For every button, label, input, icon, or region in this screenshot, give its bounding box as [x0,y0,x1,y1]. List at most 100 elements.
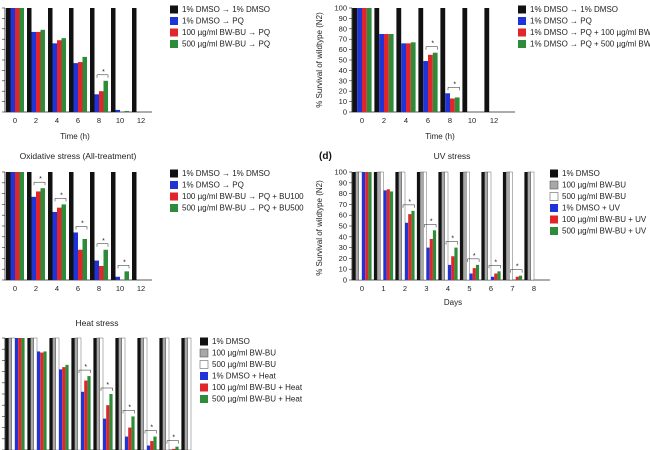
significance-bracket [402,204,415,208]
y-tick-label: 30 [339,76,347,85]
x-tick-label: 2 [34,116,38,125]
bar-blue-2 [405,222,409,280]
bar-black-12 [484,8,490,112]
bar-green-10 [124,271,129,280]
bar-black-8 [90,8,95,112]
bar-red-6 [494,273,498,280]
bar-red-5 [472,268,476,280]
bar-blue-0 [362,172,366,280]
significance-star: * [106,382,109,389]
y-tick-label: 70 [339,200,347,209]
legend-swatch-white [199,360,209,369]
x-tick-label: 6 [489,284,493,293]
bar-blue-1 [383,190,387,280]
significance-bracket [33,181,46,186]
significance-star: * [102,238,105,245]
significance-star: * [81,220,84,227]
bar-red-3 [84,380,88,450]
legend-label: 100 µg/ml BW-BU [562,181,626,190]
bar-blue-6 [491,276,495,280]
y-tick-label: 10 [339,97,347,106]
x-tick-label: 6 [76,116,80,125]
x-axis-label: Time (h) [60,132,90,141]
bar-black-0 [5,338,9,450]
bar-black-6 [69,172,74,280]
bar-white-6 [143,337,148,450]
bar-green-6 [497,271,501,280]
bar-black-1 [373,172,378,280]
bar-green-4 [109,394,113,450]
bar-green-0 [21,338,25,450]
bar-red-2 [408,214,412,280]
bar-blue-8 [445,93,450,112]
bar-green-4 [454,247,458,280]
bar-black-4 [93,338,97,450]
bar-blue-10 [115,276,120,280]
bar-red-2 [384,34,389,112]
legend-swatch-gray [199,348,209,358]
x-axis-label: Days [444,298,462,307]
bar-red-2 [36,191,41,280]
bar-red-1 [386,189,390,280]
bar-blue-1 [37,351,41,450]
bar-blue-3 [426,247,430,280]
bar-black-4 [48,172,53,280]
bar-blue-3 [81,391,85,450]
bar-white-4 [99,337,104,450]
bar-black-12 [132,172,137,280]
bar-green-0 [19,172,24,280]
legend-swatch-black [170,5,178,14]
y-tick-label: 50 [339,56,347,65]
bar-black-0 [352,172,356,280]
bar-white-2 [401,171,406,281]
bar-white-1 [33,337,38,450]
y-axis-label: % Survival of wildtype (N2) [315,180,324,276]
x-tick-label: 12 [490,116,498,125]
bar-red-7 [515,276,519,280]
bar-blue-6 [73,63,78,112]
bar-white-1 [380,171,384,281]
significance-bracket [96,243,109,247]
legend-swatch-gray [549,180,559,190]
bar-green-8 [454,97,460,112]
bar-blue-2 [31,196,36,280]
bar-green-4 [61,204,66,280]
x-tick-label: 8 [97,284,101,293]
bar-gray-0 [8,337,12,450]
x-tick-label: 0 [13,116,17,125]
legend-label: 1% DMSO → PQ [182,181,244,190]
bar-black-8 [181,338,185,450]
bar-red-4 [406,43,411,112]
legend-label: 1% DMSO → 1% DMSO [530,5,618,14]
significance-bracket [54,198,67,202]
legend-label: 500 µg/ml BW-BU → PQ [182,40,270,49]
bar-black-10 [111,172,116,280]
bar-blue-0 [15,338,19,450]
bar-red-0 [365,172,369,280]
bar-blue-4 [103,418,107,450]
bar-gray-3 [74,337,78,450]
legend-swatch-red [170,28,178,37]
bar-green-4 [61,38,66,112]
bar-red-8 [99,91,104,112]
bar-black-5 [115,338,119,450]
bar-red-4 [451,256,455,280]
legend-swatch-green [170,204,178,212]
bar-black-4 [48,8,53,112]
bar-red-2 [62,367,66,450]
bar-black-3 [71,338,75,450]
legend-swatch-green [200,395,208,403]
legend-label: 100 µg/ml BW-BU → PQ [182,28,270,37]
bar-red-6 [150,441,154,450]
bar-white-2 [55,337,60,450]
legend-label: 100 µg/ml BW-BU + Heat [212,383,303,392]
bar-green-7 [175,446,179,450]
bar-black-6 [69,8,74,112]
legend-swatch-red [550,215,558,224]
significance-bracket [425,46,438,50]
bar-green-2 [40,188,45,280]
bar-white-7 [165,337,170,450]
y-tick-label: 70 [339,35,347,44]
bar-red-2 [36,31,41,113]
legend: 1% DMSO → 1% DMSO 1% DMSO → PQ 100 µg/ml B… [170,5,270,49]
